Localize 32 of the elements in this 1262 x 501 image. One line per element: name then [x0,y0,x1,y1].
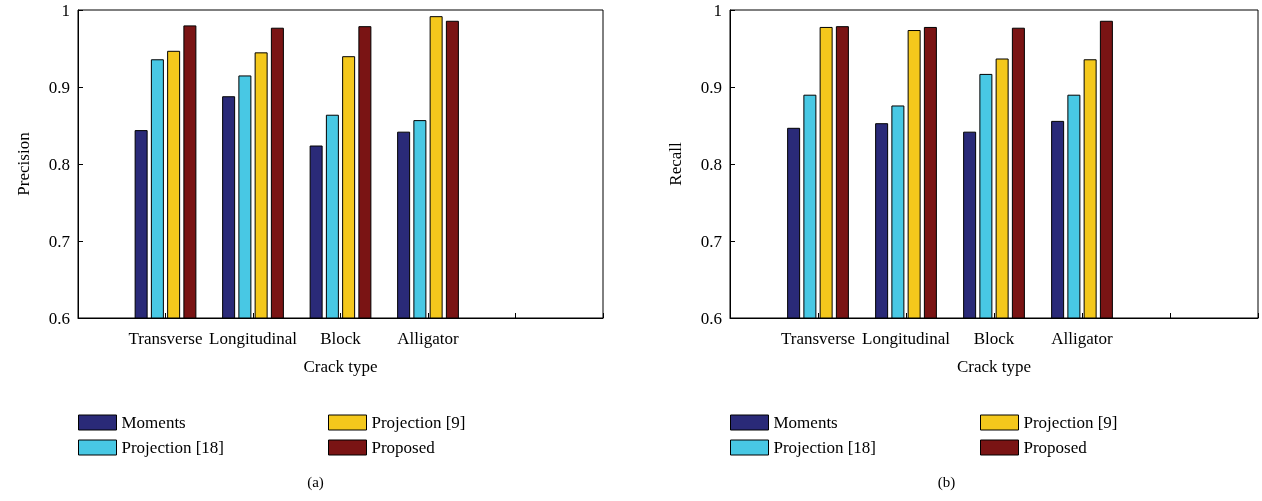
x-tick-label: Alligator [1051,329,1114,348]
legend-label: Moments [773,413,838,432]
legend-label: Proposed [1023,438,1088,457]
y-tick-label: 0.8 [700,154,722,174]
y-tick-label: 0.7 [700,231,723,251]
x-tick-label: Transverse [128,329,203,348]
legend-label: Projection [9] [1023,413,1118,432]
x-axis-title: Crack type [303,357,378,376]
y-axis-title: Precision [14,131,33,196]
y-tick-label: 0.9 [700,77,722,97]
y-tick-label: 0.8 [48,154,70,174]
x-tick-label: Longitudinal [209,329,298,348]
text: (b) [937,473,956,491]
y-tick-label: 0.9 [48,77,70,97]
x-tick-label: Transverse [781,329,855,348]
y-tick-label: 1 [61,0,70,20]
x-tick-label: Block [973,329,1015,348]
legend-label: Projection [18] [773,438,876,457]
x-axis-title: Crack type [956,357,1032,376]
x-tick-label: Alligator [397,329,460,348]
y-tick-label: 0.6 [700,308,722,328]
legend-label: Moments [121,413,186,432]
legend-label: Projection [9] [371,413,466,432]
x-tick-label: Longitudinal [862,329,951,348]
y-tick-label: 1 [713,0,722,20]
text: (a) [307,473,324,491]
y-tick-label: 0.7 [48,231,71,251]
legend-label: Projection [18] [121,438,224,457]
legend-label: Proposed [371,438,436,457]
y-axis-title: Recall [666,142,685,186]
y-tick-label: 0.6 [48,308,70,328]
x-tick-label: Block [320,329,362,348]
